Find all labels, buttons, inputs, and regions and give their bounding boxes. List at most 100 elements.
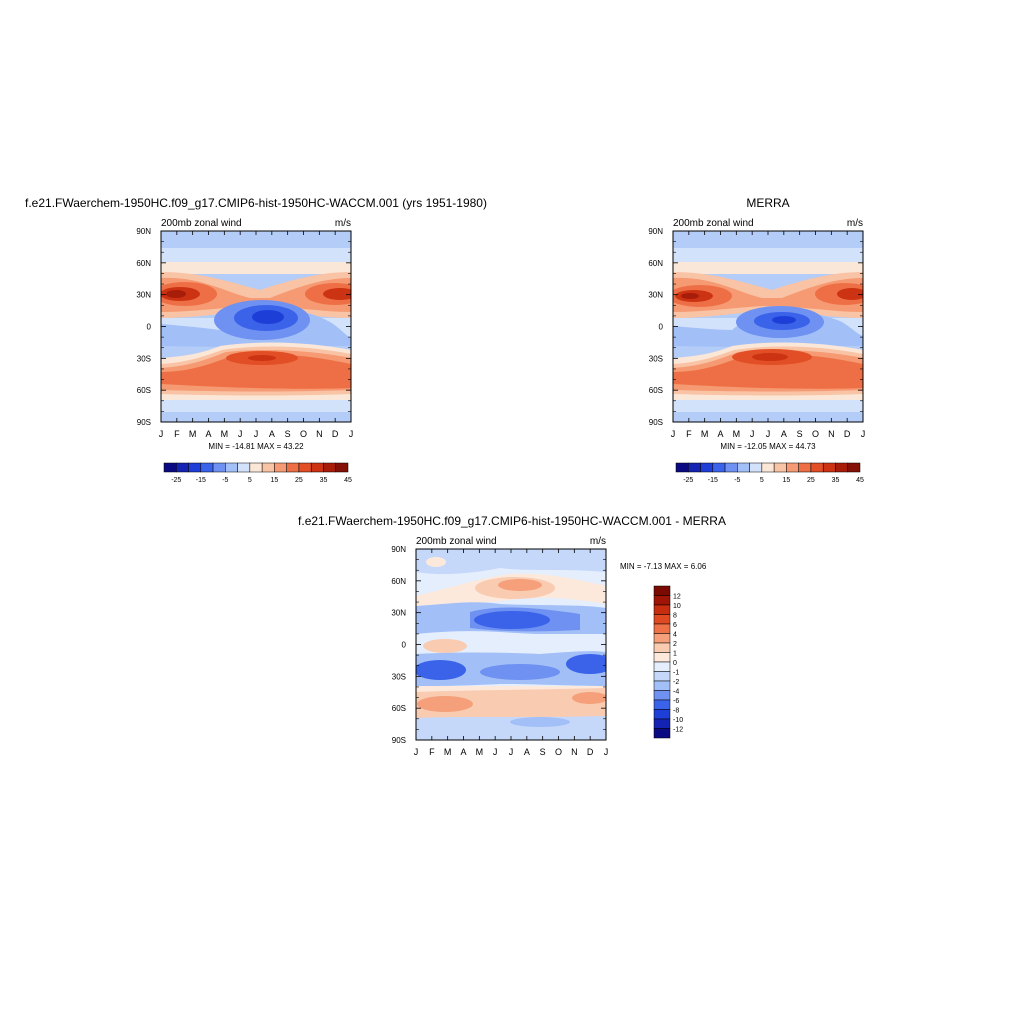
colorbar-label: 35 [320, 477, 328, 484]
diff-south-negative-mid [480, 664, 560, 680]
x-tick-label: J [493, 747, 498, 757]
colorbar-label: -25 [171, 477, 181, 484]
y-tick-label: 90N [648, 227, 663, 236]
diff-southern-transition [416, 686, 606, 692]
x-tick-label: D [332, 429, 339, 439]
diff-left-label: 200mb zonal wind [416, 536, 497, 547]
colorbar-label: 25 [807, 477, 815, 484]
x-tick-label: J [750, 429, 755, 439]
y-tick-label: 60S [392, 704, 406, 713]
model-panel: f.e21.FWaerchem-1950HC.f09_g17.CMIP6-his… [25, 196, 487, 484]
x-tick-label: A [269, 429, 275, 439]
colorbar-swatch [323, 462, 336, 473]
colorbar-label: 5 [248, 477, 252, 484]
y-tick-label: 90N [391, 545, 406, 554]
colorbar-swatch [200, 462, 214, 473]
colorbar-label: 15 [783, 477, 791, 484]
colorbar-swatch [773, 462, 787, 473]
colorbar-swatch [798, 462, 812, 473]
x-tick-label: J [238, 429, 243, 439]
y-tick-label: 60S [137, 386, 151, 395]
obs-nh-jet-core-right-inner [837, 288, 863, 300]
model-title: f.e21.FWaerchem-1950HC.f09_g17.CMIP6-his… [25, 196, 487, 210]
x-tick-label: D [587, 747, 594, 757]
model-sh-jet-peak [248, 355, 276, 361]
diff-plot-area [416, 549, 606, 740]
colorbar-swatch [653, 709, 671, 720]
colorbar-swatch [261, 462, 275, 473]
x-tick-label: M [733, 429, 741, 439]
colorbar-label: 6 [673, 622, 677, 629]
x-tick-label: J [349, 429, 354, 439]
colorbar-label: -1 [673, 670, 679, 677]
colorbar-swatch [761, 462, 775, 473]
obs-sh-jet-peak [752, 353, 788, 361]
model-stats: MIN = -14.81 MAX = 43.22 [208, 442, 304, 451]
y-tick-label: 60N [136, 259, 151, 268]
x-tick-label: N [316, 429, 323, 439]
y-tick-label: 60S [649, 386, 663, 395]
obs-plot-area [673, 231, 863, 422]
model-polar-south-band [161, 400, 351, 412]
x-tick-label: M [189, 429, 197, 439]
colorbar-label: -8 [673, 708, 679, 715]
colorbar-swatch [847, 462, 861, 473]
obs-easterly-core [772, 316, 796, 324]
y-tick-label: 30S [649, 354, 663, 363]
diff-stats: MIN = -7.13 MAX = 6.06 [620, 562, 707, 571]
diff-equator-band [416, 634, 606, 656]
colorbar-swatch [237, 462, 251, 473]
x-tick-label: O [300, 429, 307, 439]
colorbar-label: -25 [683, 477, 693, 484]
colorbar-swatch [653, 671, 671, 682]
diff-y-ticks: 90N 60N 30N 0 30S 60S 90S [391, 545, 606, 745]
colorbar-label: 4 [673, 632, 677, 639]
diff-polar-south-negative-core [510, 717, 570, 727]
model-right-label: m/s [335, 218, 351, 229]
x-tick-label: F [174, 429, 180, 439]
colorbar-label: -5 [734, 477, 740, 484]
model-nh-jet-core-left-max [166, 290, 186, 298]
colorbar-swatch [274, 462, 287, 473]
colorbar-swatch [653, 604, 671, 615]
diff-right-label: m/s [590, 536, 606, 547]
obs-polar-north-band [673, 248, 863, 262]
colorbar-swatch [310, 462, 324, 473]
x-tick-label: S [285, 429, 291, 439]
diff-south-positive-band [416, 688, 606, 718]
x-tick-label: A [205, 429, 211, 439]
x-tick-label: J [509, 747, 514, 757]
x-tick-label: F [429, 747, 435, 757]
diff-panel: f.e21.FWaerchem-1950HC.f09_g17.CMIP6-his… [298, 514, 726, 757]
obs-title: MERRA [746, 196, 789, 210]
obs-stats: MIN = -12.05 MAX = 44.73 [720, 442, 816, 451]
x-tick-label: J [159, 429, 164, 439]
colorbar-swatch [653, 614, 671, 625]
colorbar-label: 10 [673, 603, 681, 610]
y-tick-label: 0 [147, 323, 152, 332]
colorbar-swatch [176, 462, 189, 473]
colorbar-swatch [653, 623, 671, 634]
colorbar-swatch [822, 462, 836, 473]
x-tick-label: N [571, 747, 578, 757]
x-tick-label: N [828, 429, 835, 439]
colorbar-swatch [163, 462, 177, 473]
colorbar-swatch [249, 462, 263, 473]
colorbar-swatch [810, 462, 824, 473]
diff-north-positive-max [498, 579, 542, 591]
colorbar-swatch [212, 462, 226, 473]
x-tick-label: M [444, 747, 452, 757]
x-tick-label: S [797, 429, 803, 439]
obs-left-label: 200mb zonal wind [673, 218, 754, 229]
obs-colorbar: -25 -15 -5 5 15 25 35 45 [675, 462, 864, 484]
colorbar-swatch [653, 718, 671, 729]
colorbar-swatch [653, 728, 671, 739]
colorbar-label: 1 [673, 651, 677, 658]
colorbar-label: -15 [708, 477, 718, 484]
diff-south-positive-core-right [572, 692, 606, 704]
x-tick-label: S [540, 747, 546, 757]
colorbar-swatch [786, 462, 799, 473]
